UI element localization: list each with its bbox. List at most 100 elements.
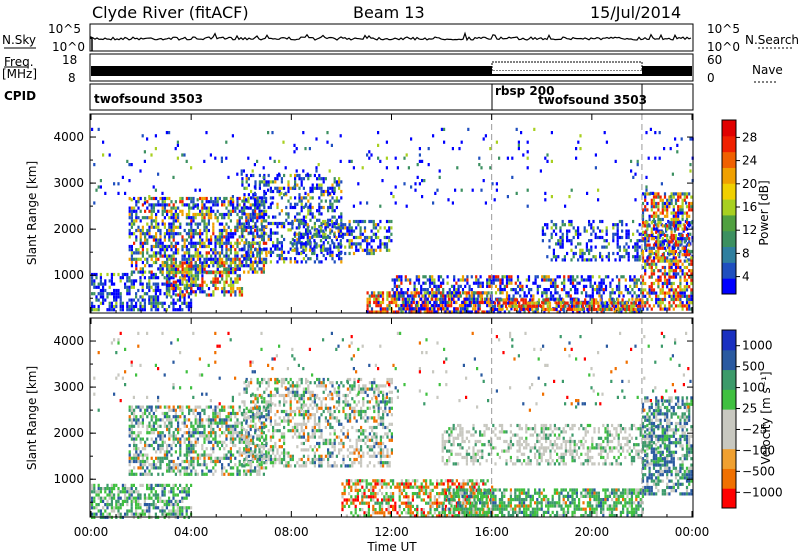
power-cell [508, 278, 511, 282]
power-cell [423, 291, 426, 295]
power-cell [188, 251, 191, 255]
power-cell [436, 310, 440, 314]
power-cell [247, 248, 250, 252]
power-cell [260, 270, 263, 274]
power-cell [571, 281, 575, 285]
power-cell [192, 241, 195, 245]
power-cell [443, 140, 446, 144]
power-cell [183, 153, 186, 157]
power-cell [515, 298, 519, 302]
power-cell [308, 147, 311, 151]
power-cell [260, 203, 263, 207]
power-cell [316, 257, 319, 261]
power-cell [126, 279, 129, 283]
power-cell [650, 307, 653, 311]
power-cell [302, 205, 305, 210]
power-cell [181, 282, 184, 286]
power-cell [168, 209, 171, 213]
power-cell [477, 307, 480, 311]
power-cell [291, 242, 294, 246]
power-cell [633, 310, 636, 314]
velocity-cell [176, 506, 179, 510]
power-cell [174, 308, 177, 312]
power-cell [657, 249, 660, 254]
power-cell [569, 278, 572, 282]
power-cell [311, 235, 314, 240]
power-cell [207, 244, 210, 249]
power-cell [166, 283, 169, 287]
power-cell [306, 223, 309, 227]
power-cell [520, 298, 523, 302]
power-cell [190, 166, 193, 170]
power-cell [461, 288, 465, 292]
power-cell [205, 131, 208, 135]
power-cell [309, 257, 312, 261]
power-cell [641, 211, 645, 215]
power-cell [640, 288, 643, 292]
power-cell [322, 177, 325, 181]
power-cell [629, 275, 632, 279]
velocity-cell [97, 509, 100, 513]
power-cell [453, 307, 456, 311]
power-cell [552, 255, 555, 259]
power-cell [218, 238, 221, 242]
power-cell [274, 244, 277, 248]
velocity-cell [148, 411, 151, 416]
power-cell [177, 251, 180, 255]
power-cell [238, 267, 241, 271]
power-cell [590, 248, 593, 252]
power-cell [205, 251, 208, 255]
velocity-cell [157, 496, 160, 500]
power-cell [119, 298, 122, 302]
power-cell [203, 260, 206, 265]
power-cell [263, 202, 266, 206]
power-cell [525, 294, 528, 298]
power-cell [139, 304, 142, 309]
power-cell [630, 159, 633, 163]
power-cell [655, 227, 658, 231]
power-cell [497, 275, 500, 279]
power-cell [135, 260, 138, 265]
power-cell [324, 237, 327, 242]
velocity-cell [155, 415, 158, 419]
power-cell [168, 264, 171, 268]
power-cell [652, 246, 656, 250]
power-cell [337, 242, 340, 246]
power-cell [609, 300, 612, 304]
velocity-cell [141, 463, 144, 467]
power-cell [566, 251, 569, 256]
power-cell [333, 191, 336, 195]
power-cell [608, 307, 611, 312]
power-cell [141, 203, 144, 207]
power-cell [139, 276, 142, 280]
power-cell [212, 228, 215, 233]
power-cell [588, 219, 591, 224]
power-cell [404, 297, 407, 301]
velocity-cell [152, 499, 155, 503]
power-cell [372, 251, 375, 256]
power-cell [130, 222, 133, 226]
velocity-cell [185, 483, 188, 487]
power-cell [498, 301, 501, 305]
velocity-cell [185, 512, 188, 516]
power-cell [309, 218, 312, 222]
power-cell [194, 216, 197, 220]
power-cell [302, 221, 305, 226]
power-cell [218, 261, 222, 265]
power-cell [601, 235, 604, 240]
power-cell [236, 206, 239, 210]
velocity-cell [95, 506, 98, 510]
power-cell [276, 221, 279, 226]
power-cell [276, 225, 279, 229]
power-cell [461, 278, 465, 282]
power-cell [498, 298, 501, 302]
power-cell [491, 182, 494, 186]
velocity-cell [133, 424, 136, 428]
power-cell [188, 222, 191, 226]
power-cell [157, 251, 160, 255]
power-cell [113, 308, 116, 312]
velocity-cell [155, 450, 158, 454]
velocity-cell [128, 415, 131, 419]
power-cell [223, 200, 226, 204]
power-cell [431, 307, 434, 311]
